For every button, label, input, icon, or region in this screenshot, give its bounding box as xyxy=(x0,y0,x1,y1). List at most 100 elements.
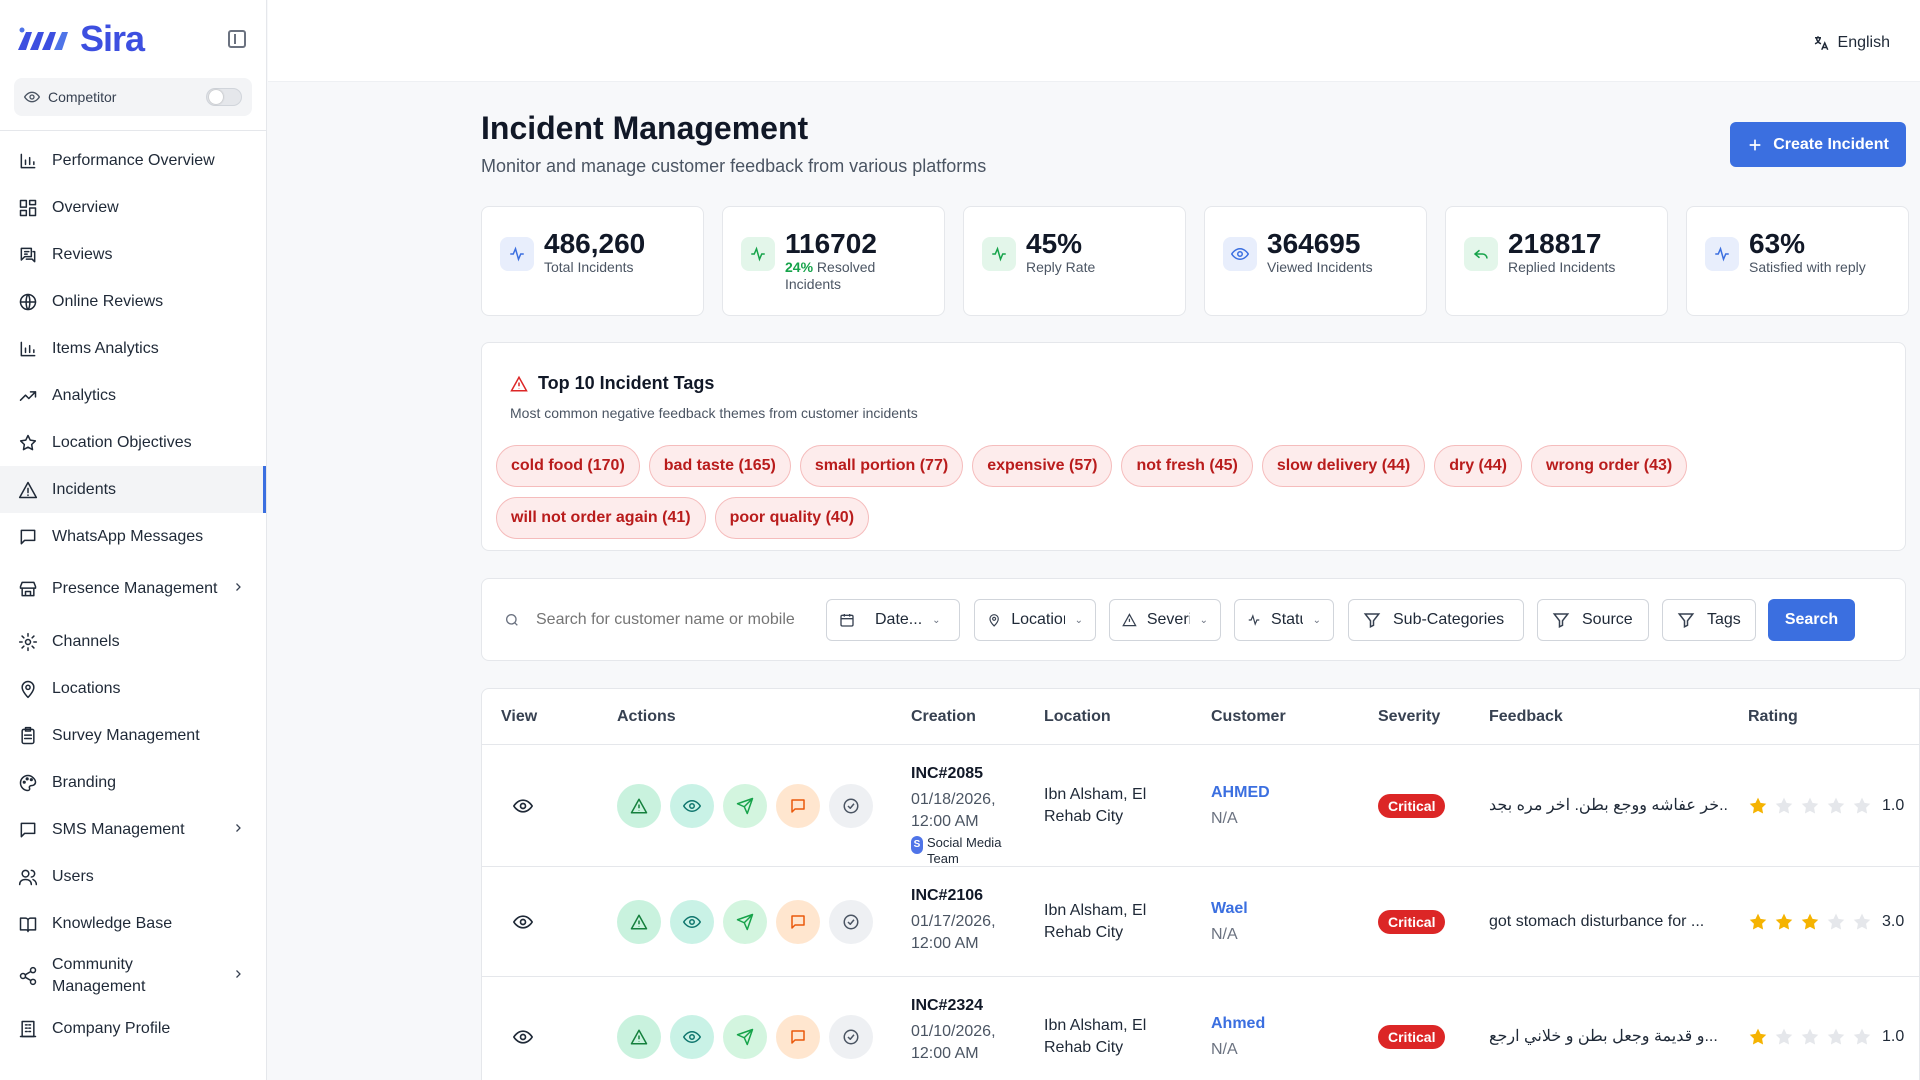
escalate-action-button[interactable] xyxy=(617,784,661,828)
incident-tag[interactable]: expensive (57) xyxy=(972,445,1113,487)
reply-action-button[interactable] xyxy=(776,784,820,828)
sidebar-item-users[interactable]: Users xyxy=(0,853,266,900)
severity-filter[interactable]: Severity ⌄ xyxy=(1109,599,1221,641)
brand-logo[interactable]: Sira xyxy=(14,18,145,60)
table-row[interactable]: INC#2085 01/18/2026, 12:00 AM S Social Me… xyxy=(482,745,1919,867)
subcategories-filter[interactable]: Sub-Categories xyxy=(1348,599,1524,641)
subcategories-filter-label: Sub-Categories xyxy=(1393,611,1505,628)
severity-badge: Critical xyxy=(1378,794,1446,818)
language-selector[interactable]: English xyxy=(1812,34,1890,52)
tags-filter[interactable]: Tags xyxy=(1662,599,1756,641)
sidebar-item-sms-management[interactable]: SMS Management xyxy=(0,806,266,853)
incident-tag[interactable]: cold food (170) xyxy=(496,445,640,487)
sidebar-item-incidents[interactable]: Incidents xyxy=(0,466,266,513)
incident-tag[interactable]: wrong order (43) xyxy=(1531,445,1688,487)
sidebar-item-overview[interactable]: Overview xyxy=(0,184,266,231)
incident-tag[interactable]: will not order again (41) xyxy=(496,497,706,539)
reply-action-button[interactable] xyxy=(776,1015,820,1059)
sidebar-item-community-management[interactable]: Community Management xyxy=(0,947,266,1005)
sidebar-item-company-profile[interactable]: Company Profile xyxy=(0,1005,266,1052)
feedback-cell[interactable]: خر عفاشه ووجع بطن. اخر مره بجد... xyxy=(1489,797,1729,814)
sidebar-item-survey-management[interactable]: Survey Management xyxy=(0,712,266,759)
escalate-action-button[interactable] xyxy=(617,900,661,944)
escalate-action-button[interactable] xyxy=(617,1015,661,1059)
status-filter[interactable]: Status ⌄ xyxy=(1234,599,1334,641)
incident-date: 01/10/2026, xyxy=(911,1023,996,1040)
customer-name-link[interactable]: AHMED xyxy=(1211,784,1270,801)
send-action-button[interactable] xyxy=(723,784,767,828)
sidebar-item-label: Channels xyxy=(52,632,120,650)
create-incident-button[interactable]: Create Incident xyxy=(1730,122,1906,167)
location-filter[interactable]: Location ⌄ xyxy=(974,599,1096,641)
sidebar-item-channels[interactable]: Channels xyxy=(0,618,266,665)
resolve-action-button[interactable] xyxy=(829,784,873,828)
view-eye-icon[interactable] xyxy=(512,796,534,823)
view-eye-icon[interactable] xyxy=(512,912,534,939)
chevron-down-icon: ⌄ xyxy=(1074,614,1083,626)
reply-action-button[interactable] xyxy=(776,900,820,944)
warning-icon xyxy=(510,375,528,391)
stat-label: Total Incidents xyxy=(544,259,634,275)
sidebar-collapse-icon[interactable] xyxy=(228,30,246,48)
source-filter[interactable]: Source xyxy=(1537,599,1649,641)
activity-icon xyxy=(1705,237,1739,271)
stats-row: 486,260 Total Incidents 116702 24% Resol… xyxy=(481,206,1909,316)
sidebar-item-branding[interactable]: Branding xyxy=(0,759,266,806)
incident-time: 12:00 AM xyxy=(911,935,979,952)
table-row[interactable]: INC#2106 01/17/2026, 12:00 AM Ibn Alsham… xyxy=(482,867,1919,977)
sidebar-item-location-objectives[interactable]: Location Objectives xyxy=(0,419,266,466)
competitor-toggle[interactable] xyxy=(206,88,242,106)
send-action-button[interactable] xyxy=(723,900,767,944)
send-action-button[interactable] xyxy=(723,1015,767,1059)
warning-icon xyxy=(1122,613,1137,627)
severity-cell: Critical xyxy=(1378,794,1446,818)
view-eye-icon[interactable] xyxy=(512,1027,534,1054)
sidebar-item-label: Performance Overview xyxy=(52,151,215,169)
activity-icon xyxy=(500,237,534,271)
customer-name-link[interactable]: Wael xyxy=(1211,900,1248,917)
sidebar-item-performance-overview[interactable]: Performance Overview xyxy=(0,137,266,184)
date-filter[interactable]: Date... ⌄ xyxy=(826,599,960,641)
incident-tag[interactable]: dry (44) xyxy=(1434,445,1522,487)
sidebar-item-locations[interactable]: Locations xyxy=(0,665,266,712)
sidebar-item-analytics[interactable]: Analytics xyxy=(0,372,266,419)
resolve-action-button[interactable] xyxy=(829,900,873,944)
filter-icon xyxy=(1677,613,1695,628)
eye-icon xyxy=(24,91,40,103)
sidebar-item-presence-management[interactable]: Presence Management xyxy=(0,560,266,618)
incident-tag[interactable]: bad taste (165) xyxy=(648,445,791,487)
search-input[interactable] xyxy=(536,611,806,629)
table-row[interactable]: INC#2324 01/10/2026, 12:00 AM Ibn Alsham… xyxy=(482,977,1919,1080)
incident-tag[interactable]: poor quality (40) xyxy=(714,497,870,539)
feedback-cell[interactable]: got stomach disturbance for ... xyxy=(1489,913,1705,930)
customer-mobile: N/A xyxy=(1211,1041,1238,1058)
activity-icon xyxy=(741,237,775,271)
star-empty-icon xyxy=(1853,797,1871,814)
resolve-action-button[interactable] xyxy=(829,1015,873,1059)
view-action-button[interactable] xyxy=(670,1015,714,1059)
view-action-button[interactable] xyxy=(670,900,714,944)
sidebar-item-items-analytics[interactable]: Items Analytics xyxy=(0,325,266,372)
status-filter-label: Status xyxy=(1271,611,1303,628)
view-action-button[interactable] xyxy=(670,784,714,828)
star-empty-icon xyxy=(1775,1028,1793,1045)
sidebar-item-online-reviews[interactable]: Online Reviews xyxy=(0,278,266,325)
stat-label-row: 24% Resolved Incidents xyxy=(785,259,926,293)
sidebar-item-whatsapp-messages[interactable]: WhatsApp Messages xyxy=(0,513,266,560)
customer-name-link[interactable]: Ahmed xyxy=(1211,1015,1266,1032)
sidebar-item-knowledge-base[interactable]: Knowledge Base xyxy=(0,900,266,947)
incidents-table: View Actions Creation Location Customer … xyxy=(481,688,1920,1080)
incident-tag[interactable]: slow delivery (44) xyxy=(1261,445,1426,487)
star-empty-icon xyxy=(1827,797,1845,814)
incident-tag[interactable]: not fresh (45) xyxy=(1121,445,1253,487)
filter-icon xyxy=(1552,613,1570,628)
incident-tag[interactable]: small portion (77) xyxy=(799,445,964,487)
stat-label: Reply Rate xyxy=(1026,259,1096,275)
tags-title-row: Top 10 Incident Tags xyxy=(510,373,714,394)
sidebar-item-reviews[interactable]: Reviews xyxy=(0,231,266,278)
search-button[interactable]: Search xyxy=(1768,599,1855,641)
store-icon xyxy=(18,579,38,599)
feedback-cell[interactable]: و قديمة وجعل بطن و خلاني ارجع... xyxy=(1489,1028,1718,1045)
create-incident-label: Create Incident xyxy=(1773,135,1889,153)
palette-icon xyxy=(18,773,38,793)
